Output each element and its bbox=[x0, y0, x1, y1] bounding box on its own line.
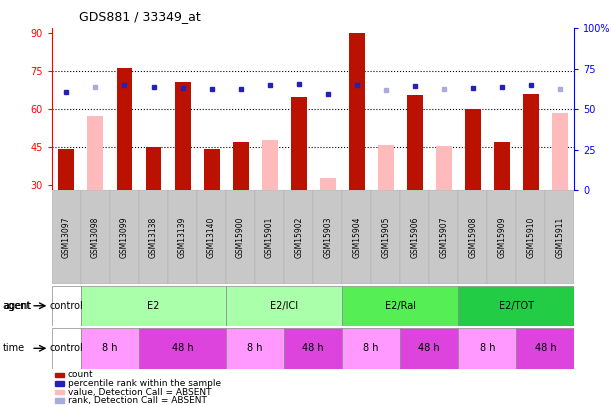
Text: E2: E2 bbox=[147, 301, 159, 311]
Bar bbox=[81, 328, 139, 369]
Bar bbox=[488, 190, 516, 284]
Text: GSM15903: GSM15903 bbox=[323, 216, 332, 258]
Text: GSM13097: GSM13097 bbox=[62, 216, 71, 258]
Bar bbox=[516, 190, 546, 284]
Bar bbox=[81, 286, 226, 326]
Bar bbox=[371, 190, 400, 284]
Text: 48 h: 48 h bbox=[535, 343, 556, 353]
Text: value, Detection Call = ABSENT: value, Detection Call = ABSENT bbox=[68, 388, 211, 396]
Bar bbox=[284, 190, 313, 284]
Text: 8 h: 8 h bbox=[480, 343, 495, 353]
Bar bbox=[458, 328, 516, 369]
Text: time: time bbox=[2, 343, 24, 353]
Bar bbox=[262, 140, 277, 190]
Bar bbox=[110, 190, 139, 284]
Bar bbox=[313, 190, 342, 284]
Bar bbox=[400, 328, 458, 369]
Bar bbox=[342, 286, 458, 326]
Bar bbox=[320, 178, 335, 190]
Text: percentile rank within the sample: percentile rank within the sample bbox=[68, 379, 221, 388]
Bar bbox=[59, 149, 75, 190]
Bar bbox=[139, 190, 168, 284]
Text: E2/Ral: E2/Ral bbox=[385, 301, 415, 311]
Bar bbox=[54, 381, 64, 386]
Bar bbox=[197, 190, 226, 284]
Text: GSM15907: GSM15907 bbox=[439, 216, 448, 258]
Text: GSM15902: GSM15902 bbox=[294, 216, 303, 258]
Bar bbox=[54, 399, 64, 403]
Text: GSM15909: GSM15909 bbox=[497, 216, 507, 258]
Bar bbox=[233, 142, 249, 190]
Text: GSM15904: GSM15904 bbox=[352, 216, 361, 258]
Bar bbox=[349, 33, 365, 190]
Bar bbox=[54, 390, 64, 394]
Bar bbox=[436, 146, 452, 190]
Bar bbox=[117, 68, 133, 190]
Bar bbox=[81, 190, 110, 284]
Text: GSM15911: GSM15911 bbox=[555, 216, 565, 258]
Text: GSM15910: GSM15910 bbox=[526, 216, 535, 258]
Text: 48 h: 48 h bbox=[302, 343, 324, 353]
Text: E2/ICI: E2/ICI bbox=[270, 301, 298, 311]
Bar bbox=[407, 96, 423, 190]
Text: GSM13098: GSM13098 bbox=[91, 216, 100, 258]
Text: count: count bbox=[68, 371, 93, 379]
Bar bbox=[145, 147, 161, 190]
Text: 8 h: 8 h bbox=[102, 343, 118, 353]
Bar bbox=[342, 328, 400, 369]
Bar bbox=[429, 190, 458, 284]
Bar bbox=[255, 190, 284, 284]
Text: rank, Detection Call = ABSENT: rank, Detection Call = ABSENT bbox=[68, 396, 207, 405]
Bar bbox=[552, 113, 568, 190]
Text: 48 h: 48 h bbox=[172, 343, 193, 353]
Bar bbox=[458, 190, 488, 284]
Text: GSM15906: GSM15906 bbox=[410, 216, 419, 258]
Bar bbox=[52, 190, 81, 284]
Bar bbox=[52, 328, 81, 369]
Text: E2/TOT: E2/TOT bbox=[499, 301, 534, 311]
Bar bbox=[291, 97, 307, 190]
Bar bbox=[226, 190, 255, 284]
Text: 8 h: 8 h bbox=[247, 343, 263, 353]
Bar bbox=[284, 328, 342, 369]
Text: agent: agent bbox=[3, 301, 31, 311]
Bar bbox=[458, 286, 574, 326]
Text: control: control bbox=[49, 301, 83, 311]
Text: GSM13139: GSM13139 bbox=[178, 216, 187, 258]
Bar bbox=[400, 190, 429, 284]
Bar bbox=[54, 373, 64, 377]
Bar bbox=[546, 190, 574, 284]
Bar bbox=[168, 190, 197, 284]
Bar bbox=[175, 81, 191, 190]
Text: 48 h: 48 h bbox=[419, 343, 440, 353]
Bar bbox=[516, 328, 574, 369]
Bar bbox=[523, 94, 539, 190]
Bar bbox=[342, 190, 371, 284]
Bar bbox=[203, 149, 219, 190]
Text: agent: agent bbox=[2, 301, 31, 311]
Bar bbox=[226, 286, 342, 326]
Bar bbox=[494, 142, 510, 190]
Text: GSM15908: GSM15908 bbox=[468, 216, 477, 258]
Bar bbox=[378, 145, 393, 190]
Text: 8 h: 8 h bbox=[364, 343, 379, 353]
Bar bbox=[52, 286, 81, 326]
Bar bbox=[465, 109, 481, 190]
Text: GSM13140: GSM13140 bbox=[207, 216, 216, 258]
Bar bbox=[226, 328, 284, 369]
Text: GSM13099: GSM13099 bbox=[120, 216, 129, 258]
Text: GSM15900: GSM15900 bbox=[236, 216, 245, 258]
Text: GSM15905: GSM15905 bbox=[381, 216, 390, 258]
Bar bbox=[139, 328, 226, 369]
Text: control: control bbox=[49, 343, 83, 353]
Text: GDS881 / 33349_at: GDS881 / 33349_at bbox=[79, 10, 201, 23]
Text: GSM15901: GSM15901 bbox=[265, 216, 274, 258]
Text: GSM13138: GSM13138 bbox=[149, 216, 158, 258]
Bar bbox=[87, 116, 103, 190]
